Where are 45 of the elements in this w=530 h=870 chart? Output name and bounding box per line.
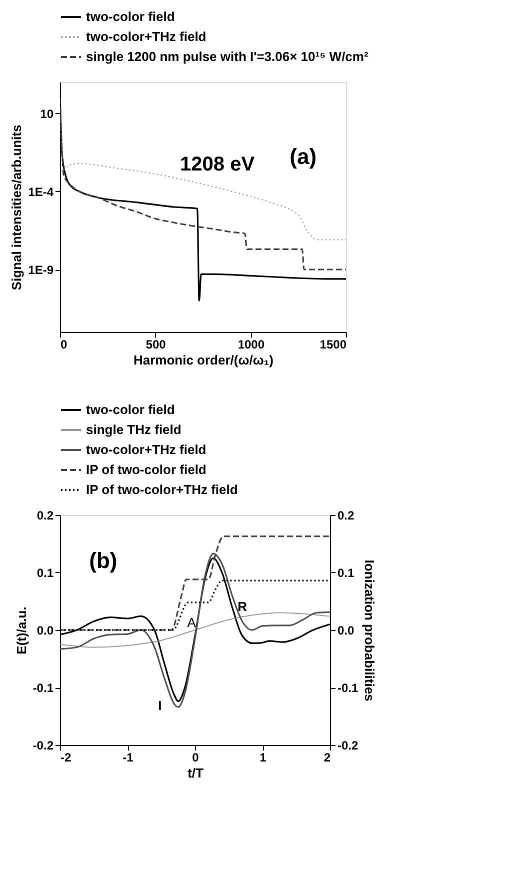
y-axis-title: Signal intensities/arb.units (9, 124, 24, 290)
legend-label: two-color field (86, 402, 175, 417)
x-tick-label: 0 (60, 338, 68, 352)
x-tick-label: 500 (146, 338, 166, 352)
annotation: I (158, 698, 162, 713)
y2-tick-label: 0.1 (338, 566, 355, 580)
y2-tick-label: -0.2 (338, 738, 359, 752)
legend-label: two-color field (86, 9, 175, 24)
line-series (60, 96, 346, 270)
line-series (60, 612, 330, 648)
line-series (60, 112, 346, 240)
x-tick-label: 1500 (320, 338, 347, 352)
legend-label: IP of two-color+THz field (86, 482, 238, 497)
annotation: R (238, 599, 248, 614)
y-tick-label: -0.1 (32, 681, 54, 695)
x-tick-label: 1 (260, 750, 267, 764)
line-series (60, 535, 330, 631)
y-tick-label: 1E-4 (28, 184, 54, 199)
y2-tick-label: 0.2 (338, 508, 355, 522)
legend-label: two-color+THz field (86, 442, 206, 457)
y-tick-label: 0.0 (36, 624, 54, 638)
y2-axis-title: Ionization probabilities (362, 560, 378, 702)
annotation: (b) (89, 548, 118, 573)
x-axis-title: Harmonic order/(ω/ω₁) (133, 352, 274, 368)
y-tick-label: 10 (40, 106, 54, 121)
x-tick-label: 0 (192, 750, 200, 764)
legend-label: two-color+THz field (86, 29, 206, 44)
x-tick-label: 2 (324, 750, 331, 764)
x-tick-label: 1000 (238, 338, 265, 352)
x-axis-title: t/T (188, 766, 204, 780)
annotation: A (187, 615, 196, 630)
legend-label: single THz field (86, 422, 182, 437)
x-tick-label: -1 (122, 750, 134, 764)
y-axis-title: E(t)/a.u. (14, 606, 29, 654)
x-tick-label: -2 (60, 750, 72, 764)
y2-tick-label: 0.0 (338, 624, 355, 638)
y-tick-label: 0.1 (36, 566, 54, 580)
y-tick-label: 1E-9 (28, 263, 54, 277)
y2-tick-label: -0.1 (338, 681, 359, 695)
y-tick-label: -0.2 (32, 738, 54, 752)
annotation: 1208 eV (180, 154, 256, 176)
y-tick-label: 0.2 (36, 508, 54, 522)
legend-label: single 1200 nm pulse with I'=3.06× 10¹⁵ W/cm² (86, 49, 369, 64)
annotation: (a) (290, 144, 317, 169)
legend-label: IP of two-color field (86, 462, 206, 477)
